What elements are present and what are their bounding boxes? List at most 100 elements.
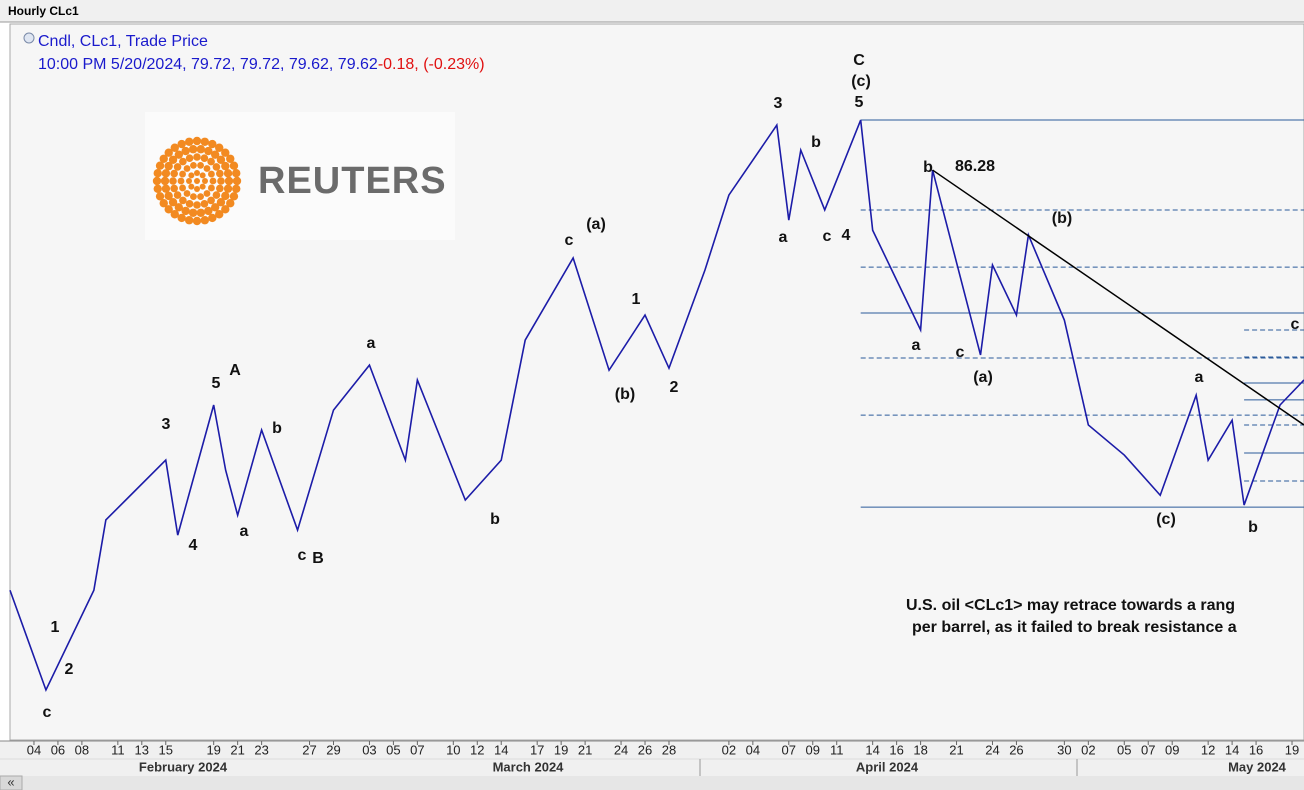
x-tick-label: 24 (985, 742, 999, 757)
logo-dot (224, 176, 234, 186)
logo-dot (232, 184, 241, 194)
x-tick-label: 13 (135, 742, 149, 757)
logo-dot (208, 213, 217, 223)
logo-dot (168, 198, 178, 207)
logo-dot (203, 190, 211, 197)
wave-label: 3 (774, 95, 783, 112)
logo-dot (221, 161, 230, 171)
logo-dot (179, 184, 186, 192)
wave-label: c (43, 704, 52, 721)
logo-dot (216, 184, 224, 193)
scroll-left-button[interactable] (0, 775, 23, 790)
month-label: February 2024 (139, 759, 228, 774)
logo-dot (226, 199, 235, 208)
legend-change: -0.18, (-0.23%) (378, 56, 485, 73)
logo-dot (200, 154, 209, 162)
wave-label: 5 (855, 94, 864, 111)
x-tick-label: 19 (206, 742, 220, 757)
trend-line (932, 169, 1304, 426)
wave-label: 1 (51, 619, 60, 636)
logo-dot (232, 168, 241, 178)
logo-dot (164, 205, 173, 214)
logo-dot (152, 176, 162, 186)
logo-dot (193, 201, 201, 209)
logo-dot (215, 210, 224, 219)
logo-dot (207, 157, 215, 166)
logo-dot (223, 184, 233, 193)
logo-dot (181, 146, 190, 156)
logo-dot (188, 172, 195, 179)
logo-dot (194, 170, 200, 176)
wave-label: c (298, 547, 307, 564)
x-tick-label: 03 (362, 742, 376, 757)
logo-dot (159, 154, 168, 163)
logo-dot (177, 139, 186, 149)
commentary-line: per barrel, as it failed to break resist… (912, 619, 1237, 636)
logo-dot (212, 163, 221, 171)
logo-dot (183, 165, 191, 172)
legend-icon (23, 32, 35, 44)
logo-dot (170, 143, 179, 152)
logo-dot (169, 177, 177, 185)
wave-label: (b) (615, 386, 635, 403)
wave-label: b (490, 511, 500, 528)
x-tick-label: 26 (638, 742, 652, 757)
logo-dot (208, 170, 215, 178)
logo-dot (207, 196, 215, 205)
x-tick-label: 04 (27, 742, 41, 757)
scroll-left-icon[interactable]: « (7, 774, 14, 789)
logo-dot (184, 137, 194, 146)
logo-dot (204, 206, 213, 216)
logo-dot (216, 155, 226, 164)
x-tick-label: 04 (746, 742, 760, 757)
logo-dot (160, 176, 170, 186)
logo-dot (200, 200, 209, 208)
logo-dot (161, 184, 171, 193)
logo-dot (192, 216, 202, 226)
x-tick-label: 11 (111, 742, 125, 757)
logo-dot (168, 155, 178, 164)
x-axis: 04 06 08 11 13 15 19 21 23 27 29 03 05 07 10 12 14 17 19 21… (27, 741, 1299, 776)
logo-dot (174, 150, 184, 159)
logo-dot (185, 200, 194, 208)
logo-dot (215, 143, 224, 152)
wave-label: b (923, 159, 933, 176)
logo-dot (221, 148, 230, 157)
logo-dot (159, 199, 168, 208)
logo-dot (199, 183, 206, 190)
logo-text: REUTERS (258, 160, 447, 202)
logo-dot (170, 169, 178, 178)
scrollbar[interactable] (0, 776, 1304, 790)
x-tick-label: 18 (913, 742, 927, 757)
logo-dot (221, 191, 230, 201)
logo-dot (174, 203, 184, 212)
x-tick-label: 21 (230, 742, 244, 757)
logo-dot (173, 163, 182, 171)
logo-dot (226, 154, 235, 163)
x-tick-label: 05 (1117, 742, 1131, 757)
logo-dot (185, 154, 194, 162)
logo-dot (209, 177, 217, 185)
x-tick-label: 14 (494, 742, 508, 757)
logo-dot (204, 146, 213, 156)
logo-dot (212, 191, 221, 199)
commentary-line: U.S. oil <CLc1> may retrace towards a ra… (906, 597, 1235, 614)
x-tick-label: 07 (410, 742, 424, 757)
wave-label: a (1195, 369, 1204, 386)
x-tick-label: 26 (1009, 742, 1023, 757)
x-tick-label: 30 (1057, 742, 1071, 757)
logo-dot (196, 208, 206, 217)
logo-dot (200, 216, 210, 225)
logo-dot (232, 176, 242, 186)
wave-label: 3 (162, 416, 171, 433)
logo-dot (210, 203, 220, 212)
title-bar (0, 0, 1304, 22)
x-tick-label: 19 (554, 742, 568, 757)
month-label: May 2024 (1228, 759, 1287, 774)
window-title: Hourly CLc1 (8, 4, 79, 18)
logo-dot (164, 148, 173, 157)
x-tick-label: 12 (470, 742, 484, 757)
x-tick-label: 16 (1249, 742, 1263, 757)
wave-label: (a) (973, 369, 993, 386)
